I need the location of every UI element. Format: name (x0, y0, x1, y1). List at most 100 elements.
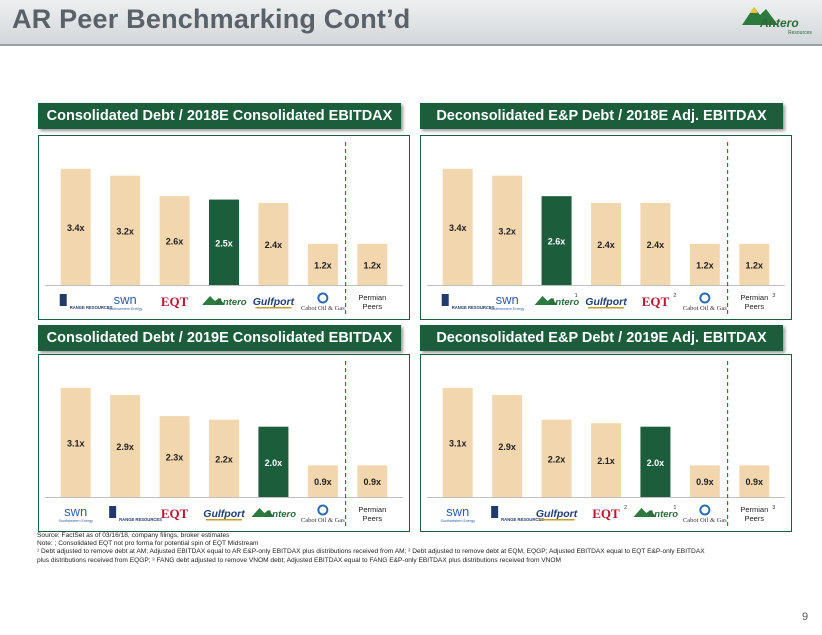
chart-panel-1: 3.4x RANGE RESOURCES 3.2x swn Southwestern E… (38, 135, 410, 320)
eqt-logo: EQT (642, 294, 670, 309)
panel-title-4: Deconsolidated E&P Debt / 2019E Adj. EBI… (420, 325, 783, 351)
cabot-text: Cabot Oil & Gas (301, 517, 345, 524)
data-label-cabot: 0.9x (696, 477, 714, 487)
bar-cabot (689, 244, 720, 285)
eqt-logo: EQT (592, 506, 620, 521)
swn-text: swn (114, 292, 137, 307)
data-label-antero: 2.0x (647, 458, 665, 468)
bar-eqt (159, 416, 190, 497)
bar-permian (739, 244, 770, 285)
bar-swn (442, 388, 473, 497)
panel-title-1: Consolidated Debt / 2018E Consolidated E… (38, 103, 401, 129)
footnote-note: Note: ; Consolidated EQT not pro forma f… (37, 540, 259, 548)
range-text: RANGE RESOURCES (501, 517, 544, 522)
antero-mountain-icon (534, 296, 558, 305)
bar-gulfport (258, 203, 289, 285)
swn-sub-text: Southwestern Energy (490, 307, 525, 311)
bar-eqt (640, 203, 671, 285)
permian-line1: Permian (358, 505, 386, 514)
bar-cabot (307, 244, 338, 285)
bar-cabot (689, 465, 720, 497)
range-logo: RANGE RESOURCES (109, 506, 162, 522)
range-mark (109, 506, 117, 518)
swn-sub-text: Southwestern Energy (59, 519, 94, 523)
bar-range (442, 168, 473, 285)
footnote-marker-eqt: 2 (624, 505, 627, 511)
range-logo: RANGE RESOURCES (441, 294, 495, 310)
cabot-mark-icon (699, 292, 711, 304)
data-label-eqt: 2.1x (597, 456, 615, 466)
antero-mountain-icon (633, 508, 657, 517)
bar-swn (110, 175, 141, 285)
data-label-eqt: 2.4x (647, 240, 665, 250)
antero-logo: Antero (202, 296, 247, 308)
cabot-text: Cabot Oil & Gas (683, 517, 727, 524)
footnote-source: Source: FactSet as of 03/16/18, company … (37, 532, 230, 539)
antero-logo: Antero (633, 508, 678, 520)
range-mark (491, 506, 499, 518)
data-label-range: 3.4x (449, 223, 467, 233)
bar-permian (357, 244, 388, 285)
logo-sub: Resources (788, 30, 812, 36)
cabot-logo: Cabot Oil & Gas (683, 504, 727, 524)
data-label-range: 2.9x (116, 442, 134, 452)
footnote-1: ¹ Debt adjusted to remove debt at AM; Ad… (37, 548, 705, 556)
eqt-text: EQT (161, 506, 189, 521)
antero-text: Antero (548, 297, 580, 308)
swn-text: swn (64, 504, 87, 519)
data-label-eqt: 2.6x (166, 237, 184, 247)
range-mark (441, 294, 449, 306)
header-band (0, 0, 822, 44)
eqt-text: EQT (161, 294, 189, 309)
range-text: RANGE RESOURCES (119, 517, 162, 522)
gulfport-text: Gulfport (203, 508, 245, 520)
gulfport-underline (206, 519, 242, 521)
data-label-cabot: 1.2x (696, 261, 714, 271)
bar-range (110, 395, 141, 497)
cabot-mark-icon (317, 292, 329, 304)
chart-panel-4: 3.1x swn Southwestern Energy 2.9x RANGE RESO… (420, 354, 792, 532)
antero-mountain-icon (202, 296, 225, 305)
footnotes: Source: FactSet as of 03/16/18, company … (37, 532, 787, 565)
data-label-swn: 3.2x (116, 226, 134, 236)
data-label-cabot: 0.9x (314, 477, 332, 487)
bar-eqt (591, 423, 621, 497)
data-label-permian: 1.2x (746, 261, 764, 271)
eqt-logo: EQT (161, 506, 189, 521)
cabot-mark-icon (699, 504, 711, 516)
antero-logo: Antero (534, 296, 580, 308)
footnote-marker-eqt: 2 (673, 293, 676, 299)
swn-text: swn (446, 504, 469, 519)
antero-logo: Antero Resources (740, 3, 820, 37)
data-label-eqt: 2.3x (166, 453, 184, 463)
data-label-range: 3.4x (67, 223, 85, 233)
panel-title-2: Deconsolidated E&P Debt / 2018E Adj. EBI… (420, 103, 783, 129)
bar-gulfport (209, 419, 239, 497)
gulfport-logo: Gulfport (585, 296, 627, 309)
swn-sub-text: Southwestern Energy (108, 307, 143, 311)
data-label-permian: 0.9x (364, 477, 382, 487)
chart-panel-2: 3.4x RANGE RESOURCES 3.2x swn Southwestern E… (420, 135, 792, 320)
swn-sub-text: Southwestern Energy (441, 519, 476, 523)
permian-line1: Permian (358, 293, 386, 302)
data-label-permian: 0.9x (746, 477, 764, 487)
eqt-text: EQT (642, 294, 670, 309)
antero-text: Antero (264, 509, 296, 520)
bar-eqt (159, 196, 190, 285)
bar-range (492, 395, 523, 497)
antero-text: Antero (646, 509, 678, 520)
data-label-swn: 3.2x (498, 226, 516, 236)
cabot-logo: Cabot Oil & Gas (301, 292, 345, 312)
gulfport-text: Gulfport (585, 296, 627, 308)
cabot-text: Cabot Oil & Gas (683, 305, 727, 312)
data-label-antero: 2.0x (265, 458, 283, 468)
bar-antero (541, 196, 572, 285)
